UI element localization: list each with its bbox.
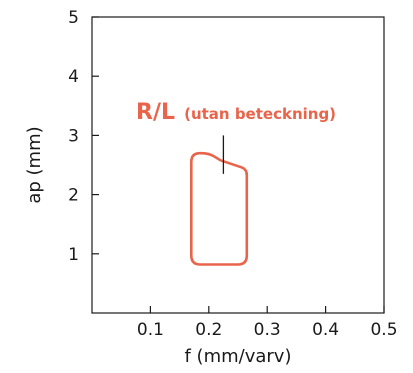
y-tick-label: 5 [68, 8, 79, 28]
y-tick-label: 1 [68, 245, 79, 265]
annotation-main: R/L [136, 100, 175, 125]
x-axis-label: f (mm/varv) [185, 346, 292, 367]
y-tick-label: 2 [68, 186, 79, 206]
x-tick-label: 0.3 [254, 320, 281, 340]
x-tick-label: 0.2 [195, 320, 222, 340]
y-tick-label: 4 [68, 67, 79, 87]
plot-frame [91, 16, 385, 314]
y-tick-label: 3 [68, 126, 79, 146]
y-axis: 1 2 3 4 5 [68, 8, 99, 265]
x-axis: 0.1 0.2 0.3 0.4 0.5 [137, 306, 398, 340]
x-tick-label: 0.4 [312, 320, 339, 340]
y-axis-label: ap (mm) [24, 126, 45, 203]
annotation-sub: (utan beteckning) [184, 105, 336, 123]
feed-depth-region [190, 151, 249, 266]
annotation-label: R/L (utan beteckning) [136, 100, 336, 125]
x-tick-label: 0.5 [370, 320, 397, 340]
x-tick-label: 0.1 [137, 320, 164, 340]
